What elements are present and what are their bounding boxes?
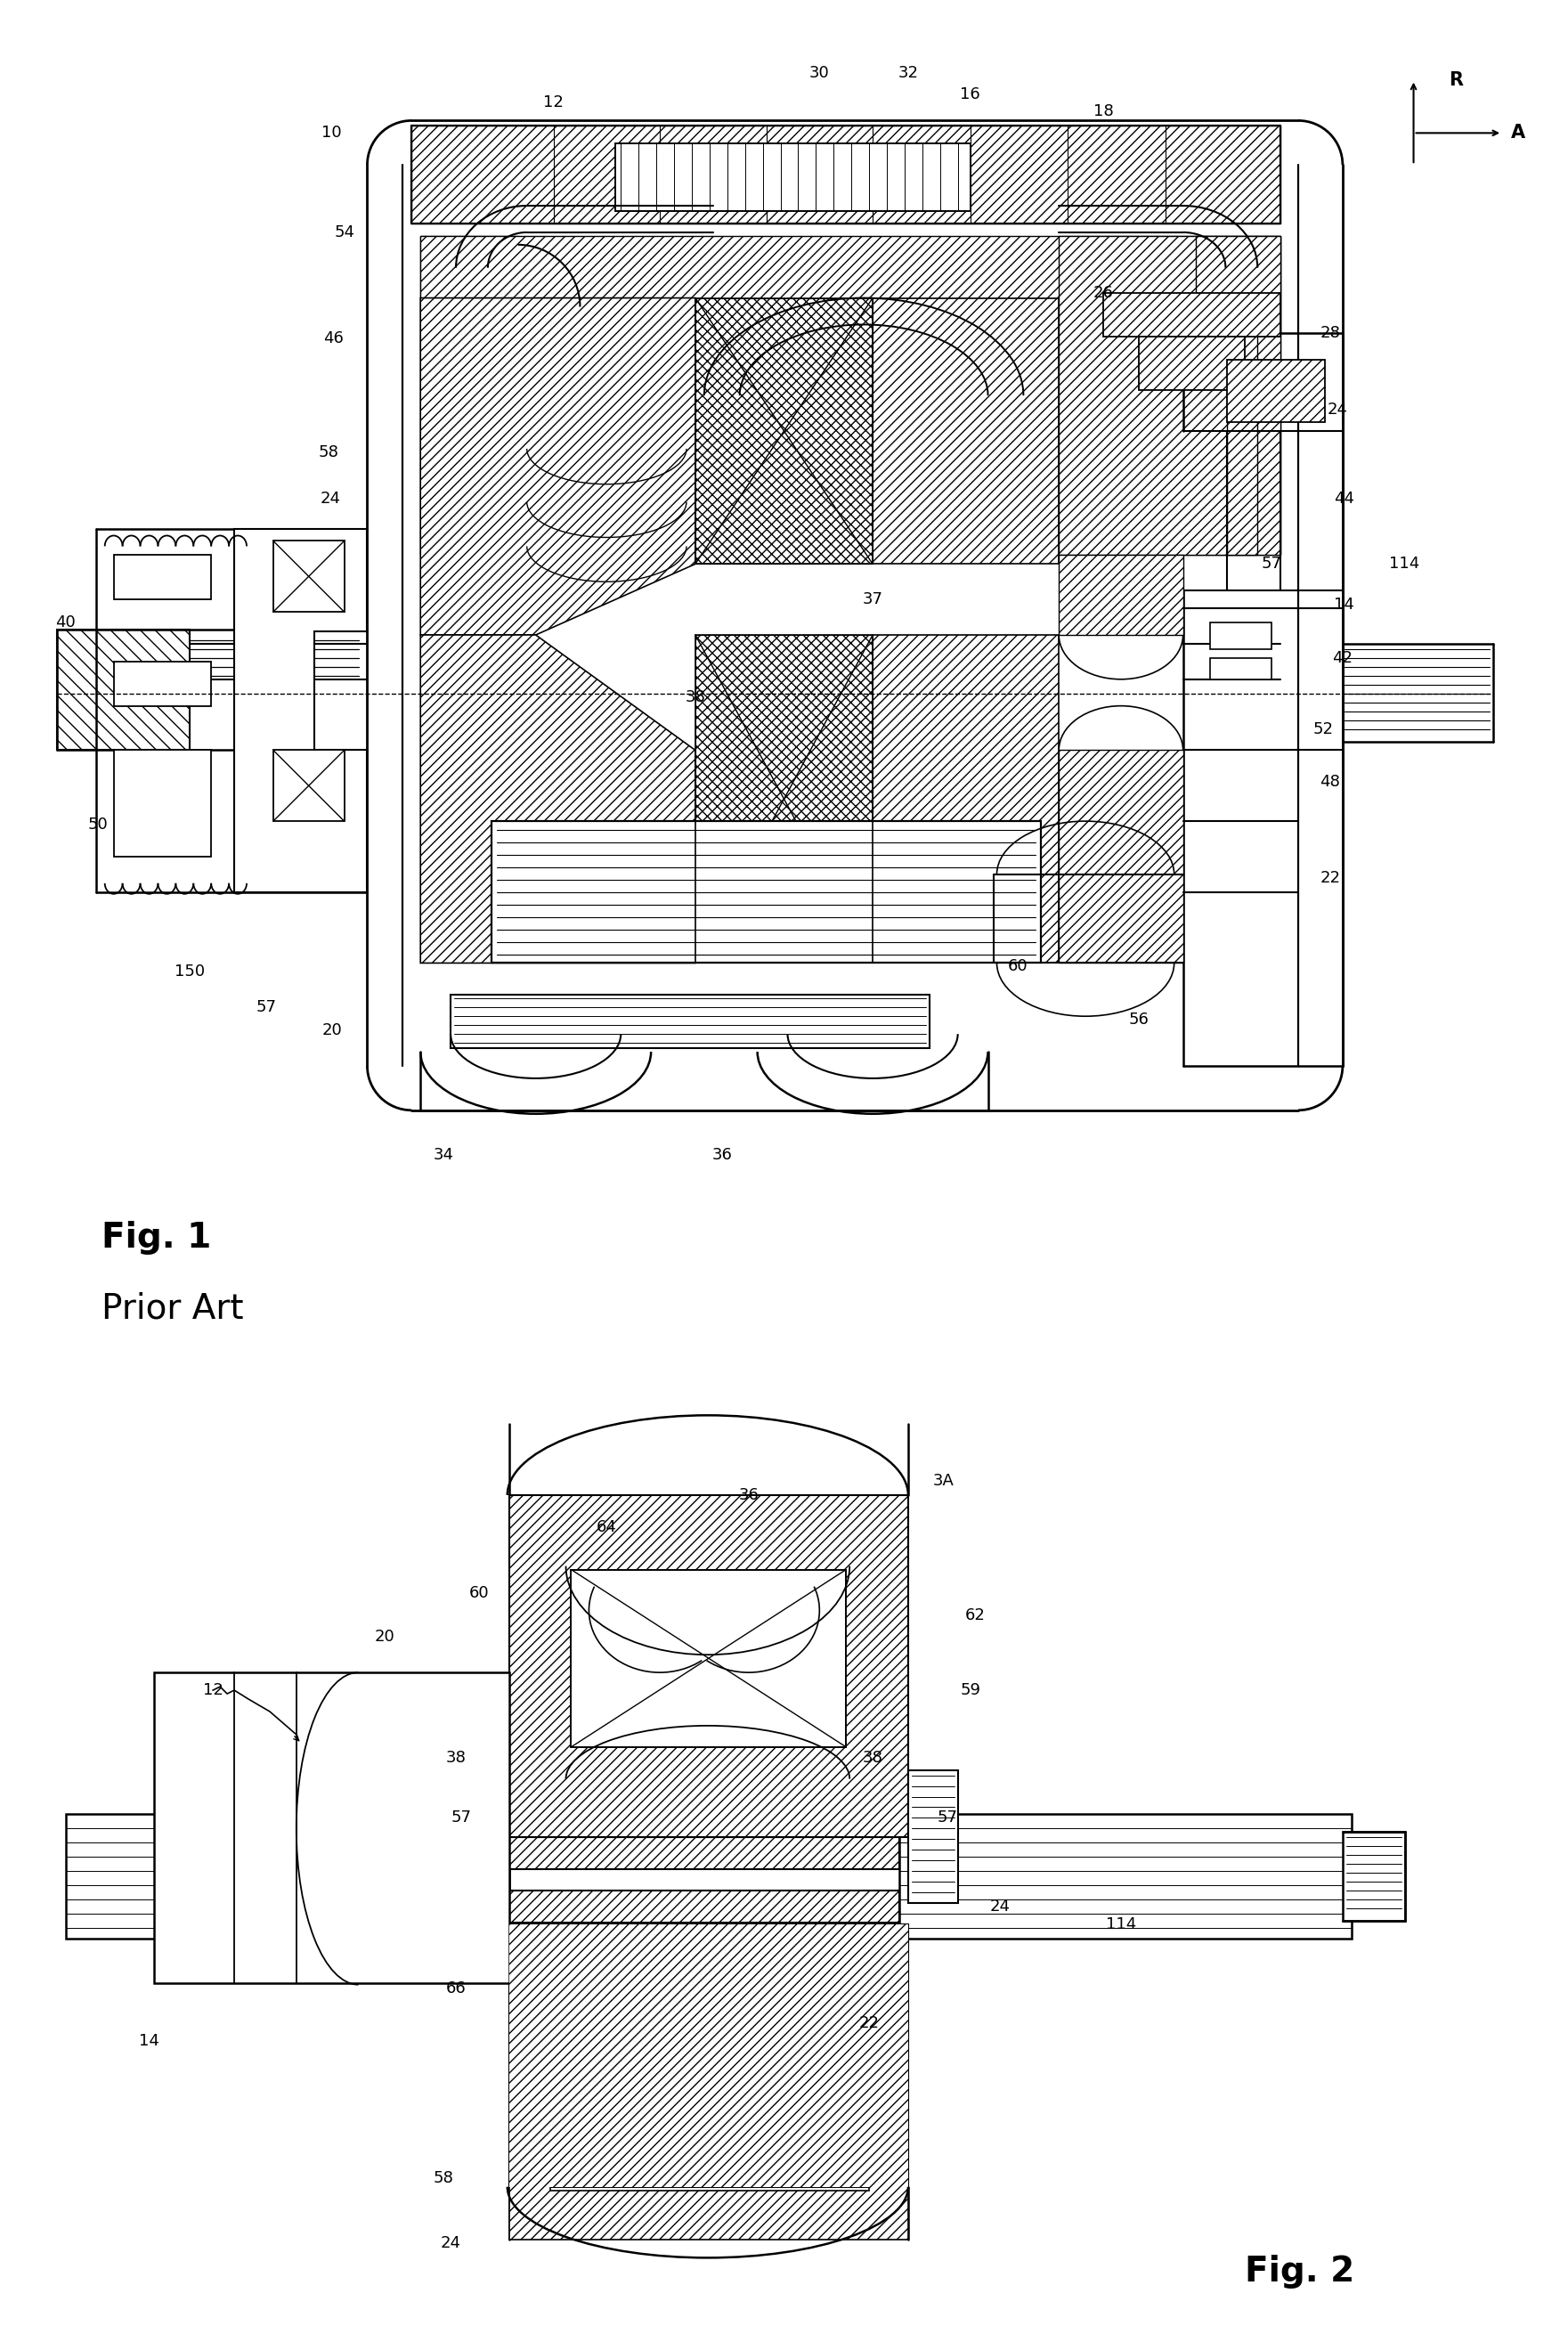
Bar bbox=[908, 1769, 958, 1902]
Bar bbox=[491, 822, 1041, 964]
Bar bbox=[66, 1814, 510, 1940]
Text: 24: 24 bbox=[320, 490, 340, 506]
Text: 52: 52 bbox=[1312, 721, 1333, 738]
Bar bbox=[550, 2019, 869, 2161]
Polygon shape bbox=[1058, 749, 1182, 964]
Text: 114: 114 bbox=[1389, 555, 1421, 572]
Bar bbox=[1342, 1832, 1405, 1921]
Bar bbox=[505, 1891, 900, 1923]
Bar bbox=[56, 630, 190, 749]
Text: 14: 14 bbox=[140, 2033, 160, 2049]
Bar bbox=[616, 145, 971, 210]
Text: 40: 40 bbox=[55, 614, 75, 630]
Bar bbox=[505, 1837, 900, 1870]
Text: 42: 42 bbox=[1333, 649, 1353, 665]
Polygon shape bbox=[420, 299, 695, 635]
Text: 58: 58 bbox=[433, 2171, 453, 2187]
Text: 12: 12 bbox=[202, 1683, 223, 1699]
Text: 62: 62 bbox=[966, 1608, 986, 1624]
Polygon shape bbox=[510, 1496, 908, 1837]
Bar bbox=[695, 299, 873, 565]
Text: 44: 44 bbox=[1334, 490, 1355, 506]
Text: 14: 14 bbox=[1334, 598, 1355, 614]
Polygon shape bbox=[234, 527, 367, 892]
Text: 60: 60 bbox=[469, 1585, 489, 1601]
Text: 64: 64 bbox=[596, 1519, 616, 1536]
Polygon shape bbox=[420, 236, 1281, 555]
Text: 54: 54 bbox=[334, 224, 354, 240]
Bar bbox=[450, 994, 930, 1048]
Bar bbox=[1209, 623, 1272, 649]
Bar bbox=[411, 126, 1281, 224]
Text: 24: 24 bbox=[1327, 401, 1347, 418]
Text: 38: 38 bbox=[685, 689, 706, 705]
Bar bbox=[1209, 658, 1272, 679]
Text: 114: 114 bbox=[1105, 1916, 1137, 1933]
Text: 3A: 3A bbox=[933, 1473, 955, 1489]
Text: 12: 12 bbox=[543, 96, 563, 112]
Bar bbox=[1138, 336, 1245, 390]
Bar bbox=[154, 1673, 510, 1984]
Bar bbox=[113, 749, 212, 857]
Bar bbox=[113, 555, 212, 600]
Text: 60: 60 bbox=[1008, 959, 1029, 976]
Text: Fig. 1: Fig. 1 bbox=[102, 1221, 212, 1256]
Text: 57: 57 bbox=[1261, 555, 1283, 572]
Text: 57: 57 bbox=[256, 999, 276, 1015]
Text: 24: 24 bbox=[441, 2236, 461, 2252]
Text: 37: 37 bbox=[862, 591, 883, 607]
Text: 34: 34 bbox=[433, 1146, 453, 1162]
Bar bbox=[1104, 292, 1281, 336]
Text: 32: 32 bbox=[898, 65, 919, 82]
Text: 10: 10 bbox=[321, 126, 342, 140]
Text: R: R bbox=[1449, 70, 1463, 89]
Polygon shape bbox=[510, 1923, 908, 2187]
Polygon shape bbox=[510, 2161, 908, 2241]
Text: 58: 58 bbox=[318, 443, 339, 460]
Bar bbox=[695, 635, 873, 964]
Text: 66: 66 bbox=[445, 1979, 466, 1996]
Text: 24: 24 bbox=[989, 1898, 1011, 1914]
Polygon shape bbox=[420, 236, 517, 555]
Text: 57: 57 bbox=[452, 1809, 472, 1825]
Polygon shape bbox=[1058, 236, 1281, 555]
Text: A: A bbox=[1512, 124, 1526, 142]
Text: 18: 18 bbox=[1093, 103, 1113, 119]
Text: Prior Art: Prior Art bbox=[102, 1293, 243, 1326]
Bar bbox=[113, 661, 212, 705]
Text: 38: 38 bbox=[862, 1750, 883, 1765]
Polygon shape bbox=[873, 299, 1058, 565]
Text: 28: 28 bbox=[1320, 324, 1341, 341]
Polygon shape bbox=[1195, 236, 1281, 555]
Polygon shape bbox=[695, 299, 873, 565]
Polygon shape bbox=[420, 635, 695, 964]
Text: 59: 59 bbox=[960, 1683, 980, 1699]
Polygon shape bbox=[873, 635, 1058, 964]
Text: 16: 16 bbox=[960, 86, 980, 103]
Text: 48: 48 bbox=[1320, 775, 1341, 791]
Text: 150: 150 bbox=[174, 964, 205, 980]
Text: Fig. 2: Fig. 2 bbox=[1245, 2255, 1355, 2290]
Text: 30: 30 bbox=[809, 65, 829, 82]
Polygon shape bbox=[1058, 555, 1182, 635]
Polygon shape bbox=[510, 1923, 908, 2187]
Text: 26: 26 bbox=[1093, 285, 1113, 301]
Bar bbox=[273, 541, 345, 612]
Polygon shape bbox=[695, 635, 873, 964]
Text: 20: 20 bbox=[321, 1022, 342, 1039]
Bar bbox=[900, 1814, 1352, 1940]
Text: 36: 36 bbox=[739, 1487, 759, 1503]
Text: 38: 38 bbox=[445, 1750, 466, 1765]
Bar bbox=[273, 749, 345, 822]
Text: 56: 56 bbox=[1129, 1011, 1149, 1027]
Text: 20: 20 bbox=[375, 1629, 395, 1645]
Text: 57: 57 bbox=[938, 1809, 958, 1825]
Text: 22: 22 bbox=[1320, 871, 1341, 887]
Text: 22: 22 bbox=[859, 2017, 880, 2031]
Bar bbox=[571, 1568, 847, 1746]
Text: 50: 50 bbox=[88, 817, 108, 833]
Bar bbox=[1228, 359, 1325, 422]
Text: 46: 46 bbox=[323, 331, 343, 348]
Text: 36: 36 bbox=[712, 1146, 732, 1162]
